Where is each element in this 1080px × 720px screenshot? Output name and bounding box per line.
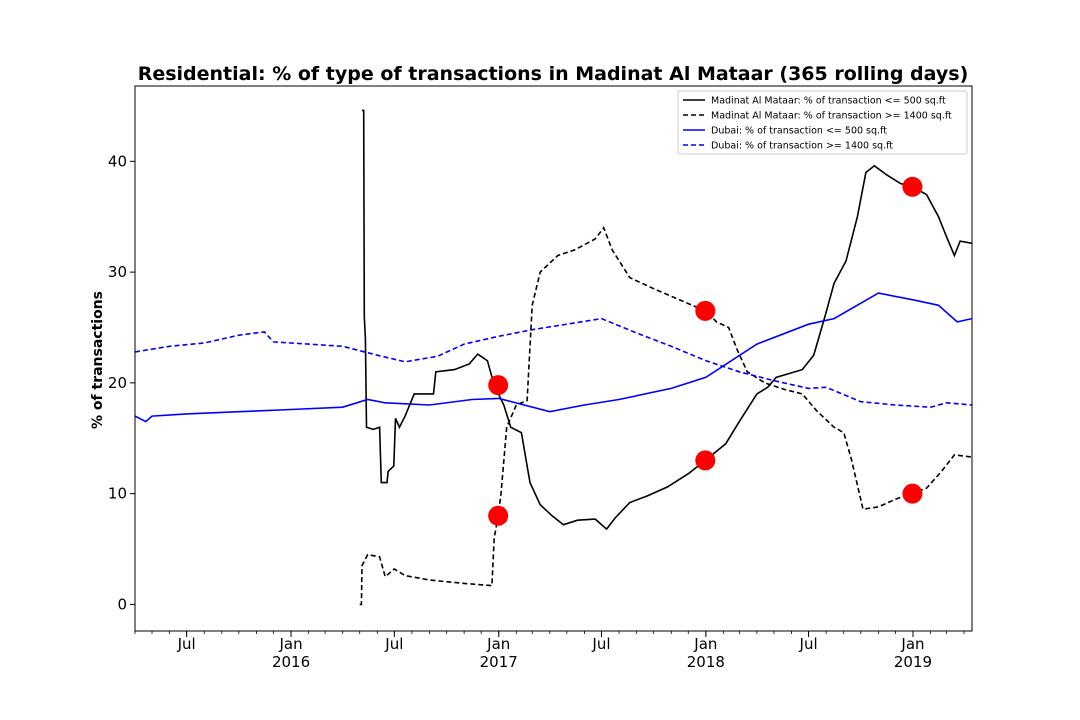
x-tick-label: Jan xyxy=(900,635,924,653)
y-tick-label: 20 xyxy=(108,374,127,392)
legend: Madinat Al Mataar: % of transaction <= 5… xyxy=(677,90,968,155)
x-tick-label: Jul xyxy=(384,635,403,653)
highlight-marker-2 xyxy=(488,505,509,526)
legend-label-3: Dubai: % of transaction <= 500 sq.ft xyxy=(711,126,887,137)
x-tick-label: Jan xyxy=(278,635,302,653)
y-axis: 0 10 20 30 40 xyxy=(108,152,135,613)
y-axis-label: % of transactions xyxy=(90,291,106,429)
x-tick-year-label: 2016 xyxy=(272,653,310,671)
highlight-marker-5 xyxy=(902,176,923,197)
x-tick-label: Jan xyxy=(486,635,510,653)
series-line-4 xyxy=(135,317,972,409)
highlight-marker-6 xyxy=(902,483,923,504)
highlight-marker-4 xyxy=(695,450,716,471)
chart-title: Residential: % of type of transactions i… xyxy=(138,63,969,85)
x-tick-year-label: 2019 xyxy=(894,653,932,671)
highlight-marker-1 xyxy=(488,375,509,396)
x-tick-label: Jul xyxy=(591,635,610,653)
y-tick-label: 30 xyxy=(108,263,127,281)
legend-box xyxy=(677,90,968,155)
x-tick-year-label: 2018 xyxy=(687,653,725,671)
y-tick-label: 10 xyxy=(108,485,127,503)
series-line-3 xyxy=(135,292,972,423)
legend-label-4: Dubai: % of transaction >= 1400 sq.ft xyxy=(711,141,893,152)
series-layer xyxy=(135,109,972,606)
x-tick-label: Jul xyxy=(799,635,818,653)
series-line-2 xyxy=(359,226,972,606)
x-tick-year-label: 2017 xyxy=(480,653,518,671)
series-line-1 xyxy=(362,109,972,531)
highlight-marker-3 xyxy=(695,300,716,321)
marker-layer xyxy=(488,176,923,526)
y-tick-label: 0 xyxy=(117,595,127,613)
x-tick-label: Jul xyxy=(177,635,196,653)
legend-label-1: Madinat Al Mataar: % of transaction <= 5… xyxy=(711,96,946,107)
y-tick-label: 40 xyxy=(108,152,127,170)
plot-frame xyxy=(134,85,973,632)
legend-label-2: Madinat Al Mataar: % of transaction >= 1… xyxy=(711,111,952,122)
x-tick-label: Jan xyxy=(693,635,717,653)
